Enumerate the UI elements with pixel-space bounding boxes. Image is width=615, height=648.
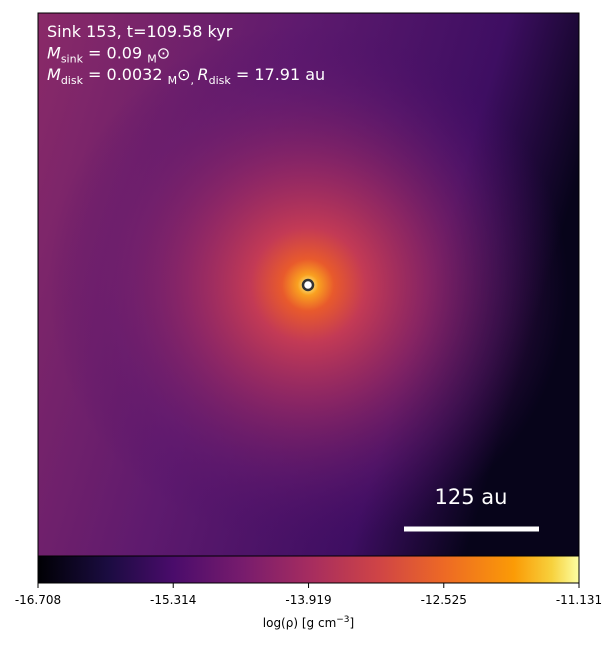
colorbar-label: log(ρ) [g cm−3] — [263, 615, 354, 630]
annotation-text: = 0.09 — [83, 44, 147, 63]
annotation-subscript: sink — [61, 53, 84, 66]
annotation-text: M — [47, 65, 61, 84]
annotation-subscript: , — [191, 74, 198, 87]
colorbar — [37, 555, 580, 584]
annotation-text: ⊙ — [177, 65, 190, 84]
sink-marker — [301, 278, 315, 292]
colorbar-label-text: ] — [350, 616, 355, 630]
annotation-text: = 17.91 au — [231, 65, 325, 84]
colorbar-tick-label: -11.131 — [556, 593, 602, 607]
annotation-line: Msink = 0.09 M⊙ — [47, 44, 170, 66]
annotation-text: = 0.0032 — [83, 65, 168, 84]
scale-bar-label: 125 au — [435, 485, 508, 509]
annotation-subscript: M — [168, 74, 178, 87]
annotation-text: R — [198, 65, 209, 84]
annotation-subscript: disk — [209, 74, 232, 87]
colorbar-tick-label: -15.314 — [150, 593, 196, 607]
annotation-line: Mdisk = 0.0032 M⊙, Rdisk = 17.91 au — [47, 65, 325, 87]
colorbar-label-text: log(ρ) [g cm — [263, 616, 337, 630]
annotation-text: M — [47, 44, 61, 63]
colorbar-tick-label: -13.919 — [285, 593, 331, 607]
annotation-subscript: disk — [61, 74, 84, 87]
colorbar-label-superscript: −3 — [336, 615, 349, 625]
colorbar-tick-label: -12.525 — [421, 593, 467, 607]
annotation-text: Sink 153, t=109.58 kyr — [47, 22, 233, 41]
annotation-subscript: M — [147, 53, 157, 66]
annotation-line: Sink 153, t=109.58 kyr — [47, 22, 233, 41]
colorbar-tick-label: -16.708 — [15, 593, 61, 607]
annotation-text: ⊙ — [157, 44, 170, 63]
